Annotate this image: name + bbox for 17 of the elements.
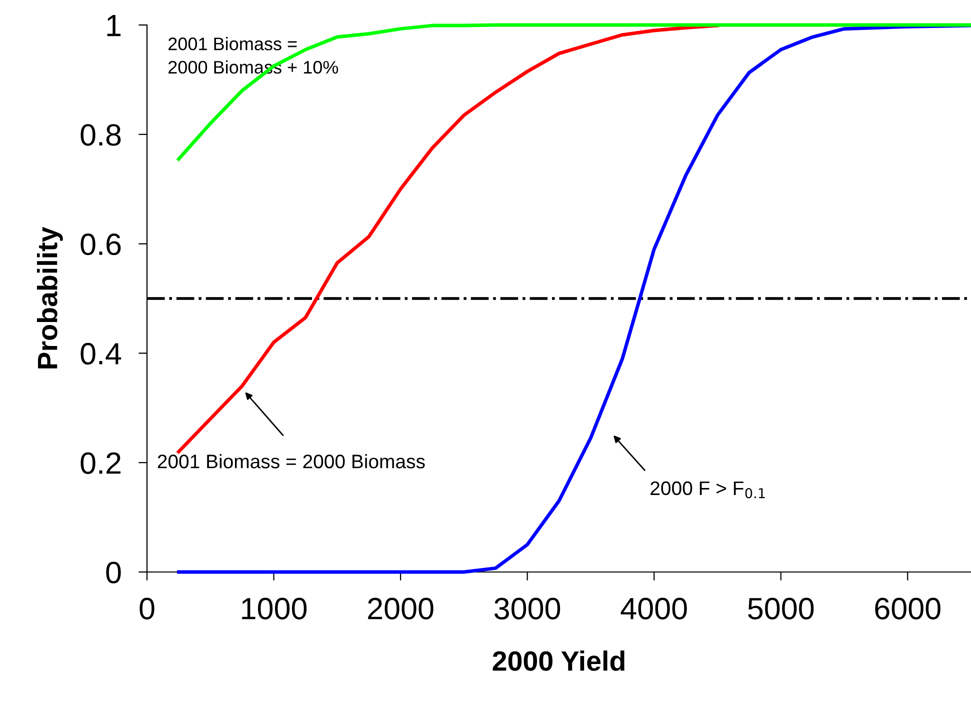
y-tick-label: 0: [106, 562, 121, 584]
x-axis-title: 2000 Yield: [492, 650, 624, 671]
y-tick-label: 1: [107, 15, 121, 36]
x-tick-label: 4000: [620, 598, 687, 620]
annotation: 2001 Biomass = 2000 Biomass: [158, 454, 425, 468]
y-tick-label: 0.2: [80, 452, 120, 474]
x-tick-label: 6000: [875, 598, 940, 620]
x-tick-label: 2000: [368, 598, 434, 620]
x-tick-label: 5000: [748, 598, 814, 620]
y-axis-title: Probability: [36, 226, 63, 368]
x-tick-label: 0: [140, 598, 154, 620]
x-tick-label: 1000: [242, 598, 307, 620]
y-tick-label: 0.8: [80, 124, 121, 146]
annotation: 2000 F > F$_{0.1}$: [650, 481, 765, 498]
x-tick-label: 3000: [494, 598, 560, 620]
y-tick-label: 0.4: [80, 342, 122, 365]
y-tick-label: 0.6: [80, 234, 121, 256]
